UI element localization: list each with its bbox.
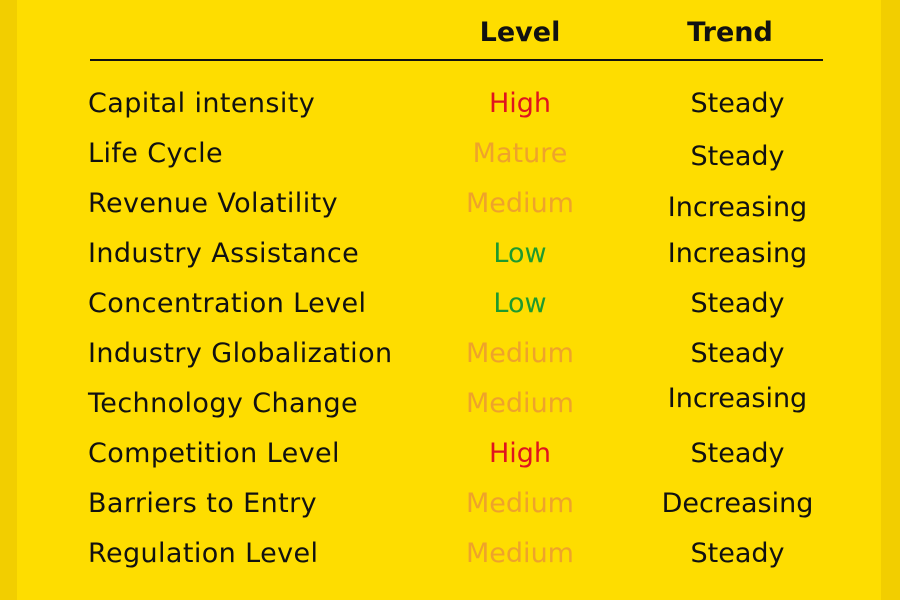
trend-value: Decreasing bbox=[661, 488, 814, 519]
trend-value: Steady bbox=[690, 288, 785, 319]
table-row: Industry Assistance Low Increasing bbox=[0, 234, 900, 274]
trend-value: Increasing bbox=[667, 192, 808, 223]
row-label: Revenue Volatility bbox=[88, 188, 338, 219]
table-row: Regulation Level Medium Steady bbox=[0, 534, 900, 574]
level-value: Medium bbox=[466, 188, 574, 219]
trend-value: Steady bbox=[690, 438, 785, 469]
level-value: Medium bbox=[466, 338, 574, 369]
row-label: Concentration Level bbox=[88, 288, 367, 319]
row-label: Barriers to Entry bbox=[88, 488, 317, 519]
row-label: Technology Change bbox=[88, 388, 358, 419]
trend-value: Steady bbox=[690, 338, 785, 369]
level-column-header: Level bbox=[479, 17, 561, 48]
table-row: Technology Change Medium Increasing bbox=[0, 383, 900, 424]
level-value: Low bbox=[493, 238, 547, 269]
trend-value: Increasing bbox=[667, 238, 808, 269]
table-row: Life Cycle Mature Steady bbox=[0, 134, 900, 174]
level-value: High bbox=[488, 438, 552, 469]
row-label: Industry Globalization bbox=[88, 338, 393, 369]
level-value: Mature bbox=[472, 138, 568, 169]
level-value: Medium bbox=[466, 538, 574, 569]
table-row: Revenue Volatility Medium Increasing bbox=[0, 184, 900, 224]
row-label: Life Cycle bbox=[88, 138, 224, 169]
level-value: Medium bbox=[466, 488, 574, 519]
table-row: Industry Globalization Medium Steady bbox=[0, 334, 900, 374]
trend-value: Steady bbox=[690, 538, 785, 569]
trend-value: Steady bbox=[690, 141, 785, 172]
level-value: High bbox=[488, 88, 552, 119]
row-label: Regulation Level bbox=[88, 538, 319, 569]
header-divider bbox=[90, 59, 823, 61]
table-panel bbox=[17, 0, 881, 600]
table-row: Concentration Level Low Steady bbox=[0, 284, 900, 324]
row-label: Competition Level bbox=[88, 438, 340, 469]
table-row: Barriers to Entry Medium Decreasing bbox=[0, 484, 900, 524]
table-row: Competition Level High Steady bbox=[0, 434, 900, 474]
level-value: Medium bbox=[466, 388, 574, 419]
row-label: Capital intensity bbox=[88, 88, 316, 119]
trend-value: Steady bbox=[690, 88, 785, 119]
table-row: Capital intensity High Steady bbox=[0, 84, 900, 124]
level-value: Low bbox=[493, 288, 547, 319]
row-label: Industry Assistance bbox=[88, 238, 360, 269]
trend-column-header: Trend bbox=[687, 17, 773, 48]
trend-value: Increasing bbox=[667, 383, 808, 414]
